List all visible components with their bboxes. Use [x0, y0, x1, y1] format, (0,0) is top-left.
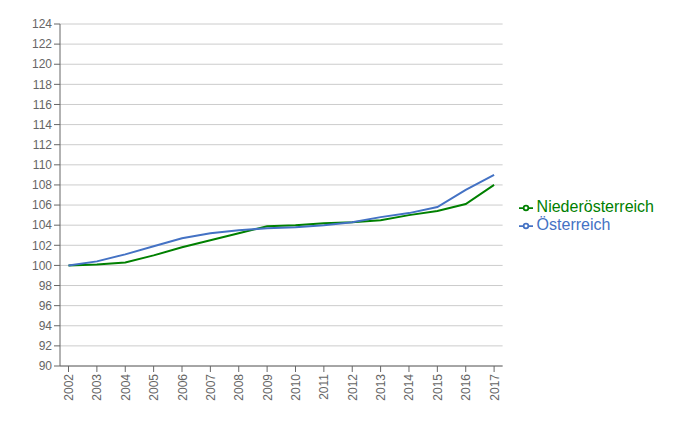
svg-text:98: 98: [39, 279, 53, 293]
svg-text:120: 120: [32, 57, 52, 71]
svg-text:106: 106: [32, 198, 52, 212]
svg-text:2007: 2007: [204, 374, 218, 401]
svg-text:2015: 2015: [431, 374, 445, 401]
svg-text:104: 104: [32, 218, 52, 232]
svg-text:2012: 2012: [346, 374, 360, 401]
svg-text:110: 110: [33, 158, 52, 172]
svg-text:122: 122: [32, 37, 52, 51]
svg-text:2002: 2002: [62, 374, 76, 401]
svg-text:2013: 2013: [374, 374, 388, 401]
html-text:Niederösterreich: Niederösterreich: [536, 198, 654, 215]
svg-text:118: 118: [33, 78, 52, 92]
svg-text:2005: 2005: [147, 374, 161, 401]
svg-text:2003: 2003: [90, 374, 104, 401]
svg-text:96: 96: [39, 299, 53, 313]
svg-text:92: 92: [39, 339, 53, 353]
svg-text:2011: 2011: [317, 374, 331, 400]
svg-text:2009: 2009: [261, 374, 275, 401]
svg-text:2006: 2006: [176, 374, 190, 401]
svg-text:108: 108: [32, 178, 52, 192]
svg-text:112: 112: [33, 138, 52, 152]
svg-text:2004: 2004: [119, 374, 133, 401]
svg-text:2014: 2014: [403, 374, 417, 401]
svg-text:124: 124: [32, 17, 52, 31]
svg-text:2017: 2017: [488, 374, 502, 401]
svg-text:100: 100: [32, 259, 52, 273]
svg-text:90: 90: [39, 359, 53, 373]
svg-text:2008: 2008: [232, 374, 246, 401]
svg-text:2010: 2010: [289, 374, 303, 401]
svg-text:2016: 2016: [459, 374, 473, 401]
svg-text:94: 94: [39, 319, 53, 333]
svg-text:114: 114: [33, 118, 52, 132]
svg-text:102: 102: [32, 239, 52, 253]
html-text:Österreich: Österreich: [536, 216, 611, 233]
svg-text:116: 116: [33, 98, 52, 112]
